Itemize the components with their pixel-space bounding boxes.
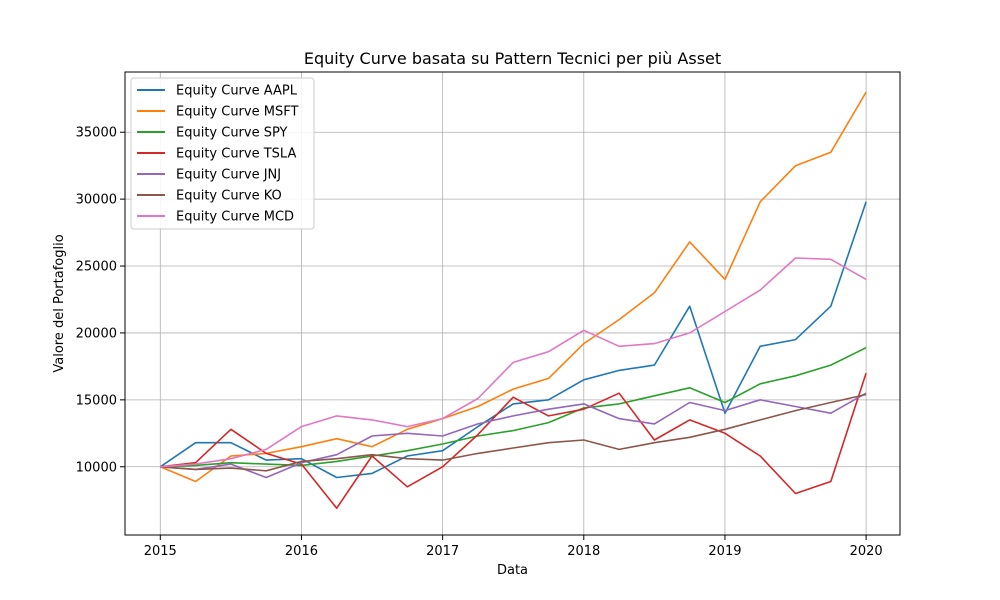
legend-label-mcd: Equity Curve MCD <box>176 210 294 225</box>
y-tick-label: 30000 <box>76 193 117 208</box>
legend-label-spy: Equity Curve SPY <box>176 126 288 141</box>
x-tick-label: 2017 <box>426 544 459 559</box>
y-tick-label: 35000 <box>76 126 117 141</box>
series-line-ko <box>160 393 867 472</box>
y-tick-label: 25000 <box>76 260 117 275</box>
series-line-tsla <box>160 372 867 510</box>
legend-label-msft: Equity Curve MSFT <box>176 105 298 120</box>
legend-label-jnj: Equity Curve JNJ <box>176 168 281 183</box>
y-tick-label: 20000 <box>76 326 117 341</box>
y-tick-label: 10000 <box>76 460 117 475</box>
x-tick-label: 2019 <box>708 544 741 559</box>
legend-label-ko: Equity Curve KO <box>176 189 282 204</box>
series-line-jnj <box>160 392 867 479</box>
x-tick-label: 2020 <box>850 544 883 559</box>
x-tick-label: 2015 <box>144 544 177 559</box>
x-axis-title: Data <box>497 563 528 578</box>
x-tick-label: 2016 <box>285 544 318 559</box>
series-line-mcd <box>160 257 867 468</box>
plot-frame <box>124 71 901 536</box>
legend-label-tsla: Equity Curve TSLA <box>176 147 296 162</box>
y-axis-title: Valore del Portafoglio <box>52 234 67 372</box>
series-line-spy <box>160 346 867 468</box>
legend-label-aapl: Equity Curve AAPL <box>176 84 298 99</box>
series-line-msft <box>159 91 867 483</box>
series-line-aapl <box>159 201 867 479</box>
series-lines <box>159 91 867 510</box>
legend-box <box>130 77 315 230</box>
axis-ticks: 2015 2016 2017 2018 2019 2020 10000 15000 20000 2… <box>76 126 883 559</box>
y-tick-label: 15000 <box>76 393 117 408</box>
legend: Equity Curve AAPL Equity Curve MSFT Equity… <box>130 77 315 230</box>
x-tick-label: 2018 <box>567 544 600 559</box>
chart-title: Equity Curve basata su Pattern Tecnici p… <box>304 49 721 68</box>
